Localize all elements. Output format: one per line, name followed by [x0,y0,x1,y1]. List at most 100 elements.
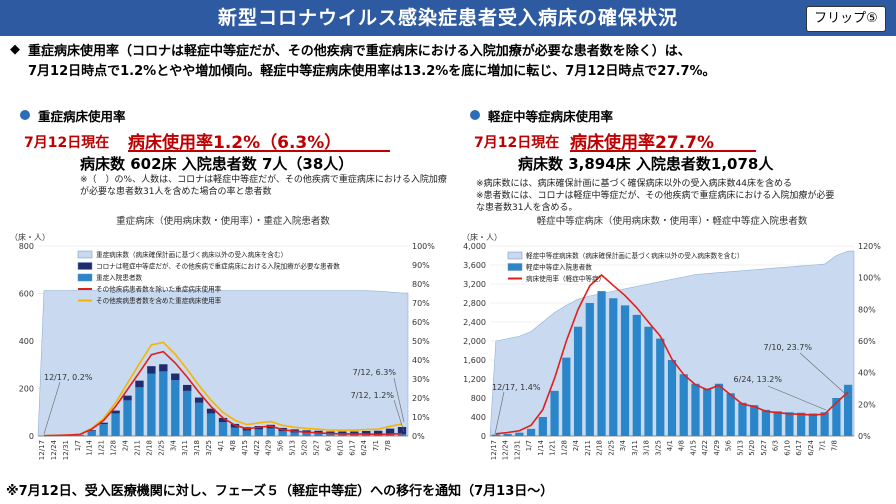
x-tick-label: 7/1 [372,440,380,451]
x-tick-label: 3/11 [181,440,189,456]
patient-bar [550,390,559,436]
y-tick-label: 200 [19,385,34,394]
x-tick-label: 2/25 [607,440,615,456]
x-tick-label: 2/18 [596,440,604,456]
annotation-leader [393,377,405,423]
y2-tick-label: 0% [858,432,871,441]
patient-bar [515,432,524,436]
y2-tick-label: 20% [412,394,430,403]
legend-label: 病床使用率（軽症中等症） [526,274,605,283]
x-tick-label: 1/28 [560,440,568,456]
x-tick-label: 12/24 [50,439,58,460]
annotation-leader [799,352,851,399]
x-tick-label: 5/6 [277,439,285,451]
x-tick-label: 5/6 [725,439,733,451]
left-beds-label: 病床数 602床 入院患者数 7人（38人） [80,155,354,173]
legend-label: その他疾病患者数を含めた重症病床使用率 [96,296,222,305]
x-tick-label: 12/17 [38,440,46,460]
y2-tick-label: 20% [858,400,876,409]
right-rate-underline [570,150,756,152]
x-tick-label: 1/14 [86,439,94,455]
legend-label: 重症病床数（病床確保計画に基づく病床以外の受入病床を含む） [96,250,287,259]
patient-bar [194,402,204,436]
right-note-line2: ※患者数には、コロナは軽症中等症だが、その他疾病で重症病床における入院加療が必要 [476,191,835,201]
y-axis-unit: （床・人） [10,232,50,242]
x-tick-label: 5/20 [748,440,756,456]
y-tick-label: 1,200 [463,375,486,384]
patient-bar [159,371,168,436]
x-tick-label: 3/25 [654,440,662,456]
y-tick-label: 3,200 [463,280,486,289]
patient-bar [632,314,641,436]
patient-bar [230,427,240,436]
x-tick-label: 4/29 [713,440,721,456]
other-disease-bar [218,417,228,423]
y-tick-label: 600 [19,290,34,299]
y2-tick-label: 50% [412,337,430,346]
page-title: 新型コロナウイルス感染症患者受入病床の確保状況 [217,7,678,29]
right-rate-label: 病床使用率27.7% [570,133,714,153]
patient-bar [820,412,829,436]
patient-bar [773,411,782,436]
summary-text: 重症病床使用率（コロナは軽症中等症だが、その他疾病で重症病床における入院加療が必… [28,42,888,82]
legend-swatch [507,263,523,271]
other-disease-bar [99,422,108,425]
x-tick-label: 12/31 [62,440,70,460]
patient-bar [691,383,700,436]
patient-bar [290,432,299,436]
y2-tick-label: 60% [858,337,876,346]
legend-swatch [77,250,93,259]
patient-bar [585,303,594,436]
x-tick-label: 7/1 [819,440,827,451]
patient-bar [562,357,571,436]
y2-tick-label: 30% [412,375,430,384]
patient-bar [808,413,818,436]
rate-line-moderate [495,273,849,435]
annotation-label: 7/12, 1.2% [351,391,395,400]
patient-bar [609,298,618,436]
y2-tick-label: 40% [412,356,430,365]
x-tick-label: 1/14 [537,439,545,455]
x-tick-label: 5/13 [289,440,297,456]
other-disease-bar [373,430,383,435]
patient-bar [750,405,759,436]
y-tick-label: 2,000 [463,337,486,346]
x-tick-label: 12/31 [513,440,521,460]
other-disease-bar [206,408,216,414]
patient-bar [326,434,335,436]
y-tick-label: 800 [19,242,34,251]
y-tick-label: 1,600 [463,356,486,365]
summary-line1: 重症病床使用率（コロナは軽症中等症だが、その他疾病で重症病床における入院加療が必… [28,44,691,59]
y2-tick-label: 70% [412,299,430,308]
patient-bar [183,390,192,436]
summary-bullet: ◆ [10,42,20,57]
patient-bar [491,434,500,436]
x-tick-label: 2/4 [572,439,580,451]
right-note: ※病床数には、病床確保計画に基づく確保病床以外の受入病床数44床を含める ※患者… [476,178,834,214]
right-beds-label: 病床数 3,894床 入院患者数1,078人 [518,155,774,173]
other-disease-bar [362,431,371,435]
x-tick-label: 2/18 [145,440,153,456]
x-tick-label: 4/22 [253,440,261,456]
right-section-title: 軽症中等症病床使用率 [488,109,614,124]
patient-bar [362,434,371,436]
bed-capacity-area [37,290,409,437]
patient-bar [644,326,653,436]
patient-bar [87,430,96,436]
other-disease-bar [159,364,168,372]
right-section-dot [470,110,480,120]
patient-bar [206,413,216,436]
patient-bar [350,434,359,436]
patient-bar [302,433,311,436]
x-tick-label: 1/21 [98,440,106,456]
x-tick-label: 5/20 [301,440,309,456]
y2-tick-label: 100% [412,242,435,251]
patient-bar [314,433,323,436]
y-tick-label: 3,600 [463,261,486,270]
x-tick-label: 12/24 [502,439,510,460]
annotation-leader [43,381,61,435]
legend-label: 軽症中等症病床数（病床確保計画に基づく病床以外の受入病床数を含む） [526,251,744,260]
other-disease-bar [338,431,347,435]
y-tick-label: 400 [19,337,34,346]
patient-bar [242,430,252,436]
